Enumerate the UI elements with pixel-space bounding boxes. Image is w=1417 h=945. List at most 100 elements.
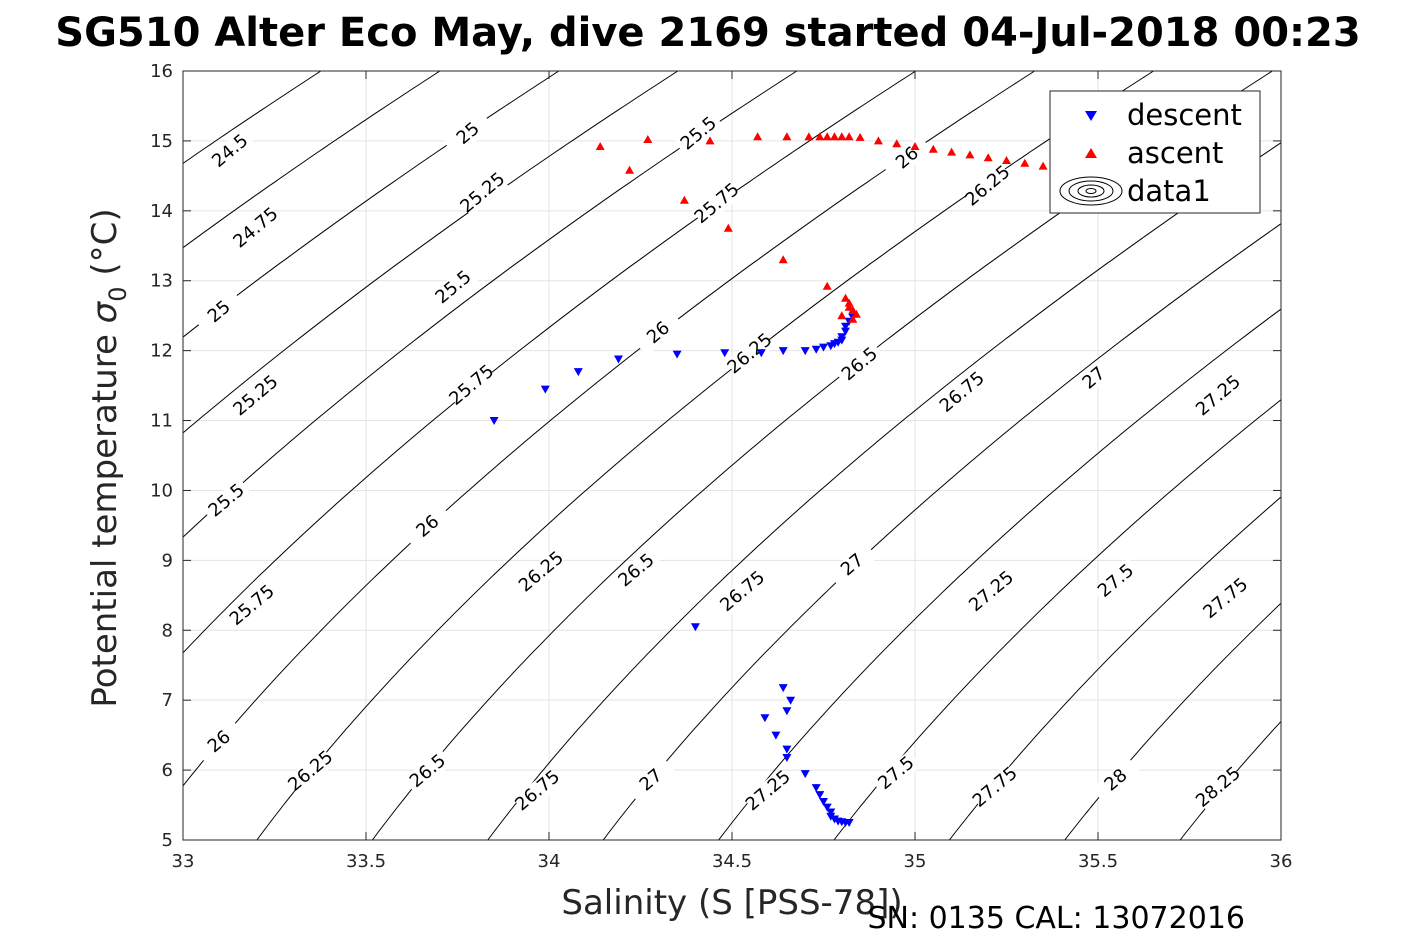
y-tick-label: 14: [150, 201, 173, 222]
x-tick-label: 33.5: [346, 851, 386, 872]
ascent-point: [822, 281, 832, 290]
ascent-point: [1020, 158, 1030, 167]
contour-label: 26.75: [936, 368, 989, 417]
descent-point: [756, 349, 766, 358]
contour-label-mask: [937, 369, 988, 416]
contour-label-mask: [725, 331, 776, 378]
contour-line: [487, 142, 1281, 840]
descent-point: [782, 745, 792, 754]
axis-ticks: 33 33.5 34 34.5 35 35.5 36 5 6 7 8 9 10 11 12 13 14 15 16: [150, 61, 1292, 872]
ascent-point: [679, 195, 689, 204]
contour-label-mask: [194, 719, 245, 766]
descent-point: [540, 385, 550, 394]
descent-point: [815, 791, 825, 800]
contour-label-mask: [835, 341, 885, 388]
contour-line: [602, 223, 1281, 840]
descent-point: [720, 349, 730, 358]
contour-label-mask: [1069, 355, 1120, 402]
ascent-point: [851, 309, 861, 318]
descent-point: [844, 819, 854, 827]
x-tick-label: 33: [172, 851, 195, 872]
ascent-point: [595, 142, 605, 150]
contour-label: 25.75: [445, 361, 498, 410]
contour-label-mask: [286, 748, 336, 795]
contour-label-mask: [633, 310, 684, 357]
ascent-point: [778, 255, 788, 264]
descent-point: [819, 343, 828, 352]
x-tick-label: 34: [538, 851, 561, 872]
ascent-point: [837, 132, 847, 141]
ascent-point: [625, 165, 634, 174]
ascent-point: [844, 298, 854, 307]
contour-label-mask: [611, 547, 662, 594]
descent-point: [830, 815, 839, 824]
descent-point: [800, 770, 810, 779]
descent-point: [573, 368, 583, 377]
contour-line: [183, 71, 560, 338]
y-tick-label: 6: [162, 760, 173, 781]
descent-point: [782, 754, 792, 762]
contour-label-mask: [963, 163, 1013, 210]
contour-label: 25.25: [456, 168, 509, 217]
descent-point: [786, 696, 796, 705]
legend-descent-marker: [1085, 111, 1097, 121]
contour-line: [183, 71, 917, 654]
descent-point: [778, 684, 788, 693]
x-tick-label: 35.5: [1078, 851, 1118, 872]
contour-label-mask: [202, 477, 252, 525]
descent-point: [841, 322, 850, 331]
contour-label: 26.75: [511, 766, 564, 815]
y-tick-label: 7: [162, 690, 173, 711]
data-points: [489, 132, 1121, 827]
y-axis-label-main: Potential temperature: [85, 323, 125, 707]
contour-label: 25.75: [226, 581, 279, 630]
y-tick-label: 9: [162, 550, 173, 571]
contour-label: 27.25: [1192, 371, 1245, 420]
ascent-point: [830, 132, 839, 141]
contour-label-mask: [674, 110, 724, 158]
contour-label: 26.25: [961, 161, 1014, 210]
x-tick-label: 36: [1270, 851, 1293, 872]
ascent-point: [848, 305, 858, 314]
contour-label-mask: [516, 549, 567, 596]
descent-point: [760, 714, 770, 723]
chart-title: SG510 Alter Eco May, dive 2169 started 0…: [55, 10, 1360, 56]
contour-label-mask: [194, 289, 245, 336]
ascent-point: [705, 136, 715, 145]
descent-point: [841, 327, 850, 336]
contour-line: [717, 308, 1281, 840]
contour-label-mask: [967, 568, 1017, 615]
ascent-point: [844, 132, 854, 141]
descent-point: [782, 707, 792, 716]
descent-point: [822, 803, 832, 812]
contour-label-mask: [626, 757, 677, 804]
contour-label-mask: [718, 568, 768, 615]
contour-label-mask: [692, 180, 743, 227]
ascent-point: [822, 132, 832, 141]
contour-label-mask: [447, 362, 497, 409]
ascent-point: [837, 311, 847, 320]
contour-label-mask: [443, 110, 494, 158]
y-axis-label-subscript: 0: [104, 286, 132, 301]
contour-line: [1064, 602, 1281, 840]
descent-point: [837, 333, 847, 342]
serial-calibration-footer: SN: 0135 CAL: 13072016: [867, 901, 1245, 936]
contour-label: 27.25: [965, 567, 1018, 616]
contour-label-mask: [882, 135, 933, 182]
contour-label-mask: [827, 542, 878, 589]
contour-label-mask: [429, 264, 479, 311]
ascent-point: [782, 132, 792, 141]
contour-label-mask: [1091, 558, 1142, 605]
descent-point: [811, 784, 821, 793]
descent-point: [771, 731, 781, 740]
ascent-point: [873, 136, 883, 145]
y-tick-label: 16: [150, 61, 173, 82]
descent-point: [614, 355, 623, 364]
descent-point: [800, 347, 810, 356]
legend-box: [1049, 90, 1261, 214]
ascent-point: [841, 293, 850, 302]
y-tick-label: 8: [162, 620, 173, 641]
descent-point: [489, 417, 499, 425]
contour-label-mask: [1193, 764, 1244, 811]
